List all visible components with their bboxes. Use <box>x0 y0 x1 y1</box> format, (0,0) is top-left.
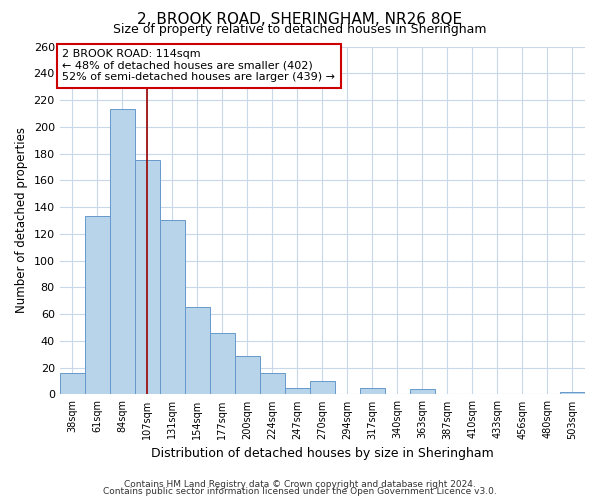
Bar <box>235 356 260 395</box>
Bar <box>360 388 385 394</box>
Bar <box>85 216 110 394</box>
Text: 2 BROOK ROAD: 114sqm
← 48% of detached houses are smaller (402)
52% of semi-deta: 2 BROOK ROAD: 114sqm ← 48% of detached h… <box>62 49 335 82</box>
Bar <box>560 392 585 394</box>
Bar <box>285 388 310 394</box>
X-axis label: Distribution of detached houses by size in Sheringham: Distribution of detached houses by size … <box>151 447 494 460</box>
Bar <box>110 110 135 395</box>
Text: Contains public sector information licensed under the Open Government Licence v3: Contains public sector information licen… <box>103 487 497 496</box>
Text: Size of property relative to detached houses in Sheringham: Size of property relative to detached ho… <box>113 22 487 36</box>
Bar <box>410 389 435 394</box>
Bar <box>260 373 285 394</box>
Bar <box>160 220 185 394</box>
Bar <box>185 308 210 394</box>
Bar <box>59 373 85 394</box>
Y-axis label: Number of detached properties: Number of detached properties <box>15 128 28 314</box>
Bar <box>310 381 335 394</box>
Bar <box>135 160 160 394</box>
Text: Contains HM Land Registry data © Crown copyright and database right 2024.: Contains HM Land Registry data © Crown c… <box>124 480 476 489</box>
Text: 2, BROOK ROAD, SHERINGHAM, NR26 8QE: 2, BROOK ROAD, SHERINGHAM, NR26 8QE <box>137 12 463 28</box>
Bar <box>210 333 235 394</box>
